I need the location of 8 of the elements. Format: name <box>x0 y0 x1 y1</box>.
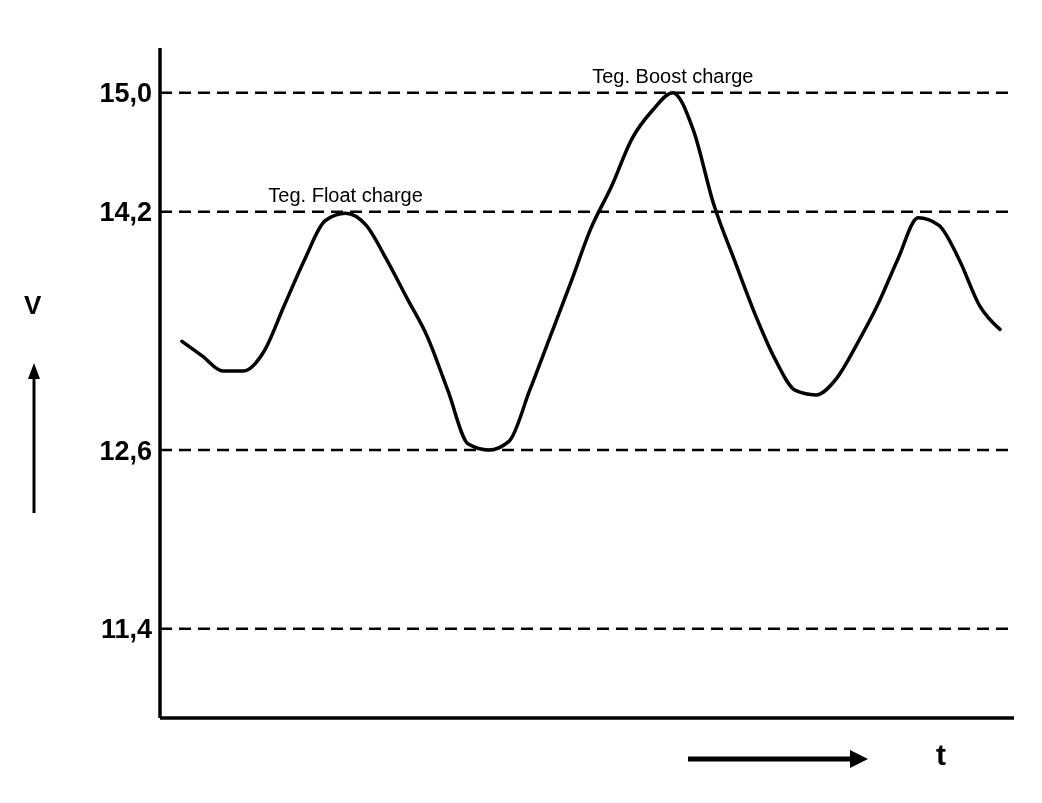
x-axis-title: t <box>936 738 946 772</box>
y-tick-label: 14,2 <box>99 197 152 228</box>
y-axis-title: V <box>24 290 42 321</box>
ref-line-label: Teg. Float charge <box>268 183 423 206</box>
y-tick-label: 12,6 <box>99 435 152 466</box>
ref-line-label: Teg. Boost charge <box>592 64 754 87</box>
y-tick-label: 11,4 <box>100 614 152 645</box>
y-tick-label: 15,0 <box>99 78 152 109</box>
